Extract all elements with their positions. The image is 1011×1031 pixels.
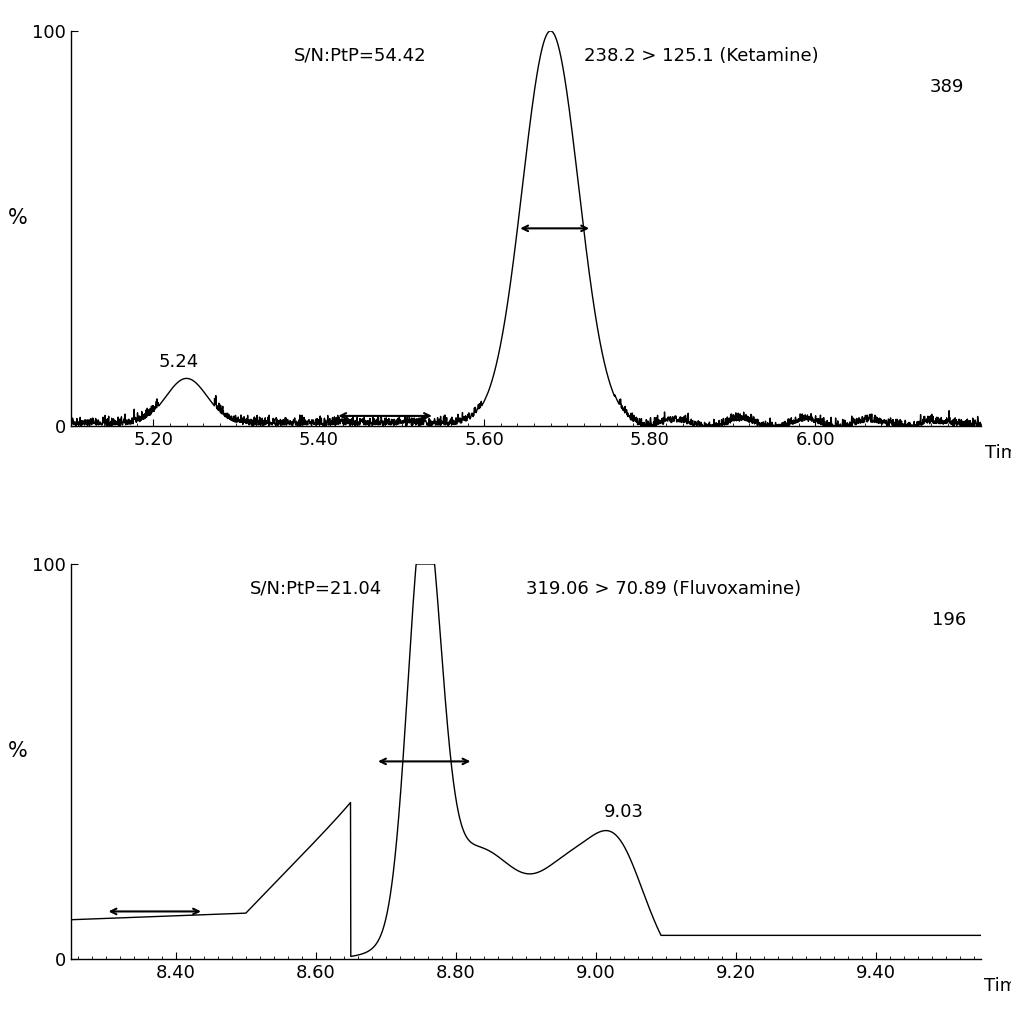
Text: 389: 389 xyxy=(930,78,964,96)
Text: 9.03: 9.03 xyxy=(604,802,644,821)
Text: 196: 196 xyxy=(932,611,967,629)
Text: Time: Time xyxy=(985,444,1011,463)
Text: S/N:PtP=21.04: S/N:PtP=21.04 xyxy=(250,579,382,598)
Text: 238.2 > 125.1 (Ketamine): 238.2 > 125.1 (Ketamine) xyxy=(583,46,818,65)
Text: Time: Time xyxy=(984,977,1011,996)
Y-axis label: %: % xyxy=(8,208,28,228)
Text: 319.06 > 70.89 (Fluvoxamine): 319.06 > 70.89 (Fluvoxamine) xyxy=(526,579,801,598)
Text: 5.24: 5.24 xyxy=(158,353,198,370)
Y-axis label: %: % xyxy=(8,741,28,762)
Text: S/N:PtP=54.42: S/N:PtP=54.42 xyxy=(294,46,427,65)
